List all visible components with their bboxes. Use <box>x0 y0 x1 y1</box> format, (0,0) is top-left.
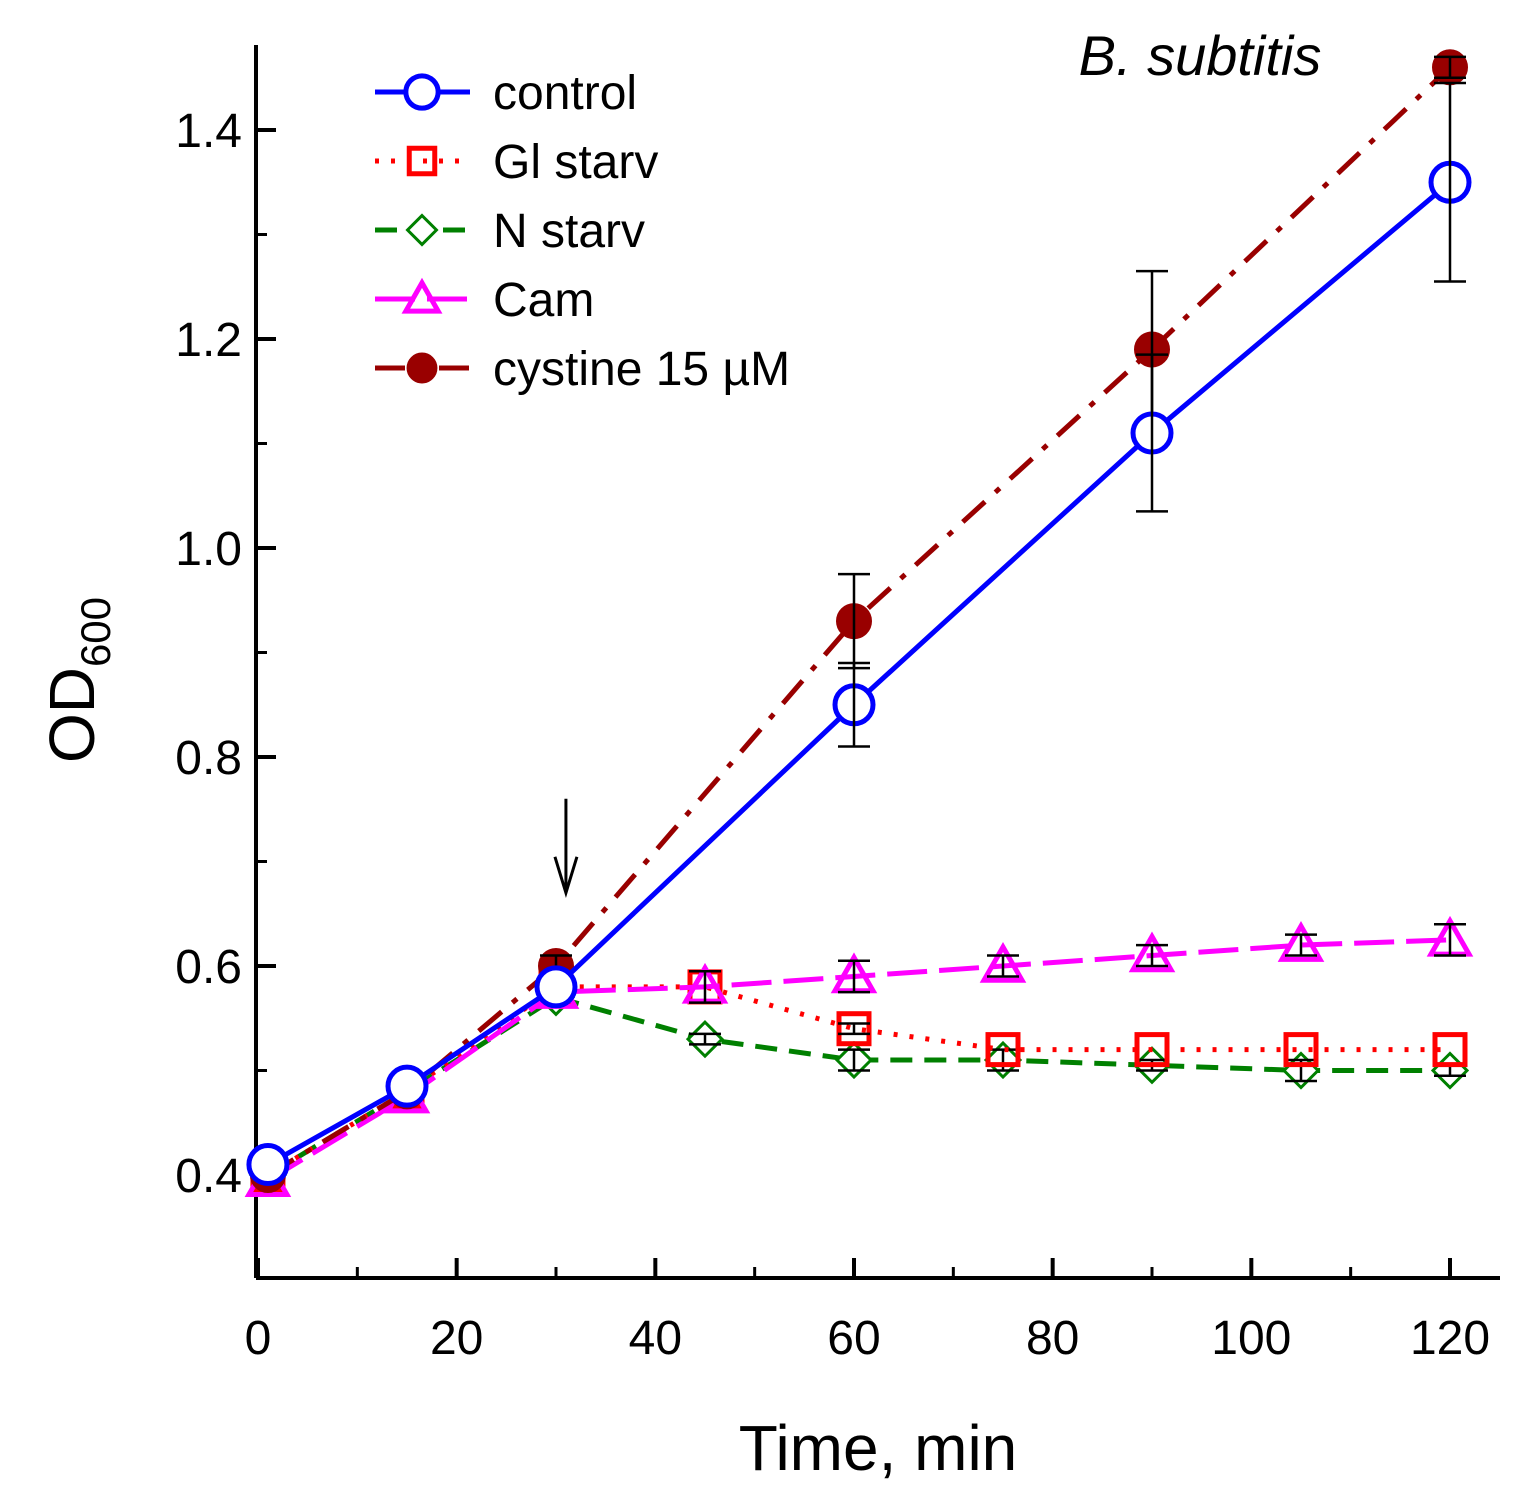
axes-layer: 0 20 40 60 80 100 120 0.4 0.6 0.8 1.0 1.2 1.4 <box>175 45 1500 1365</box>
series-line-cystine-15-m <box>266 65 1452 1178</box>
legend-marker-cystine-15-m <box>406 352 438 384</box>
legend-item-cam: Cam <box>375 274 594 327</box>
y-axis-title-subscript: 600 <box>72 597 119 667</box>
data-point-gl-starv <box>1134 1032 1170 1068</box>
series-line-control <box>266 180 1452 1167</box>
series-layer <box>244 49 1474 1197</box>
legend-marker-gl-starv <box>406 145 438 177</box>
legend-item-gl-starv: Gl starv <box>375 136 658 189</box>
legend-marker-n-starv <box>405 213 439 247</box>
data-point-cam <box>1128 931 1176 973</box>
data-point-gl-starv <box>836 1011 872 1047</box>
x-tick-label: 100 <box>1211 1312 1291 1365</box>
species-annotation: B. subtitis <box>1079 24 1322 87</box>
series-gl-starv <box>250 969 1468 1193</box>
data-point-gl-starv <box>985 1032 1021 1068</box>
x-tick-label: 40 <box>629 1312 682 1365</box>
arrowhead-icon <box>553 856 579 898</box>
legend: control Gl starv N starv Cam cystine 15 µM <box>375 67 790 396</box>
data-point-control <box>385 1064 429 1108</box>
x-tick-label: 120 <box>1410 1312 1490 1365</box>
x-tick-label: 60 <box>827 1312 880 1365</box>
data-point-control <box>246 1143 290 1187</box>
x-tick-label: 80 <box>1026 1312 1079 1365</box>
x-tick-label: 20 <box>430 1312 483 1365</box>
y-tick-label: 1.0 <box>175 523 242 576</box>
data-point-gl-starv <box>1283 1032 1319 1068</box>
legend-item-cystine-15-m: cystine 15 µM <box>375 343 790 396</box>
data-point-cam <box>1277 921 1325 962</box>
legend-marker-cam <box>401 277 443 314</box>
data-point-gl-starv <box>1432 1032 1468 1068</box>
y-axis-title-main: OD <box>36 667 108 763</box>
legend-item-n-starv: N starv <box>375 205 645 258</box>
y-axis-title: OD600 <box>36 597 119 763</box>
y-tick-label: 1.4 <box>175 105 242 158</box>
y-tick-label: 1.2 <box>175 314 242 367</box>
legend-label-control: control <box>493 67 637 120</box>
legend-label-gl-starv: Gl starv <box>493 136 658 189</box>
legend-item-control: control <box>375 67 637 120</box>
legend-label-cam: Cam <box>493 274 594 327</box>
legend-marker-control <box>403 73 441 111</box>
y-tick-label: 0.8 <box>175 732 242 785</box>
legend-label-n-starv: N starv <box>493 205 645 258</box>
series-cystine-15-m <box>249 49 1468 1193</box>
x-tick-label: 0 <box>245 1312 272 1365</box>
y-tick-label: 0.6 <box>175 941 242 994</box>
series-control <box>246 81 1472 1187</box>
svg-text:OD600: OD600 <box>36 597 119 763</box>
x-axis-title: Time, min <box>739 1412 1018 1484</box>
data-point-control <box>534 965 578 1009</box>
data-point-cam <box>979 941 1027 983</box>
y-tick-label: 0.4 <box>175 1150 242 1203</box>
legend-label-cystine-15-m: cystine 15 µM <box>493 343 790 396</box>
